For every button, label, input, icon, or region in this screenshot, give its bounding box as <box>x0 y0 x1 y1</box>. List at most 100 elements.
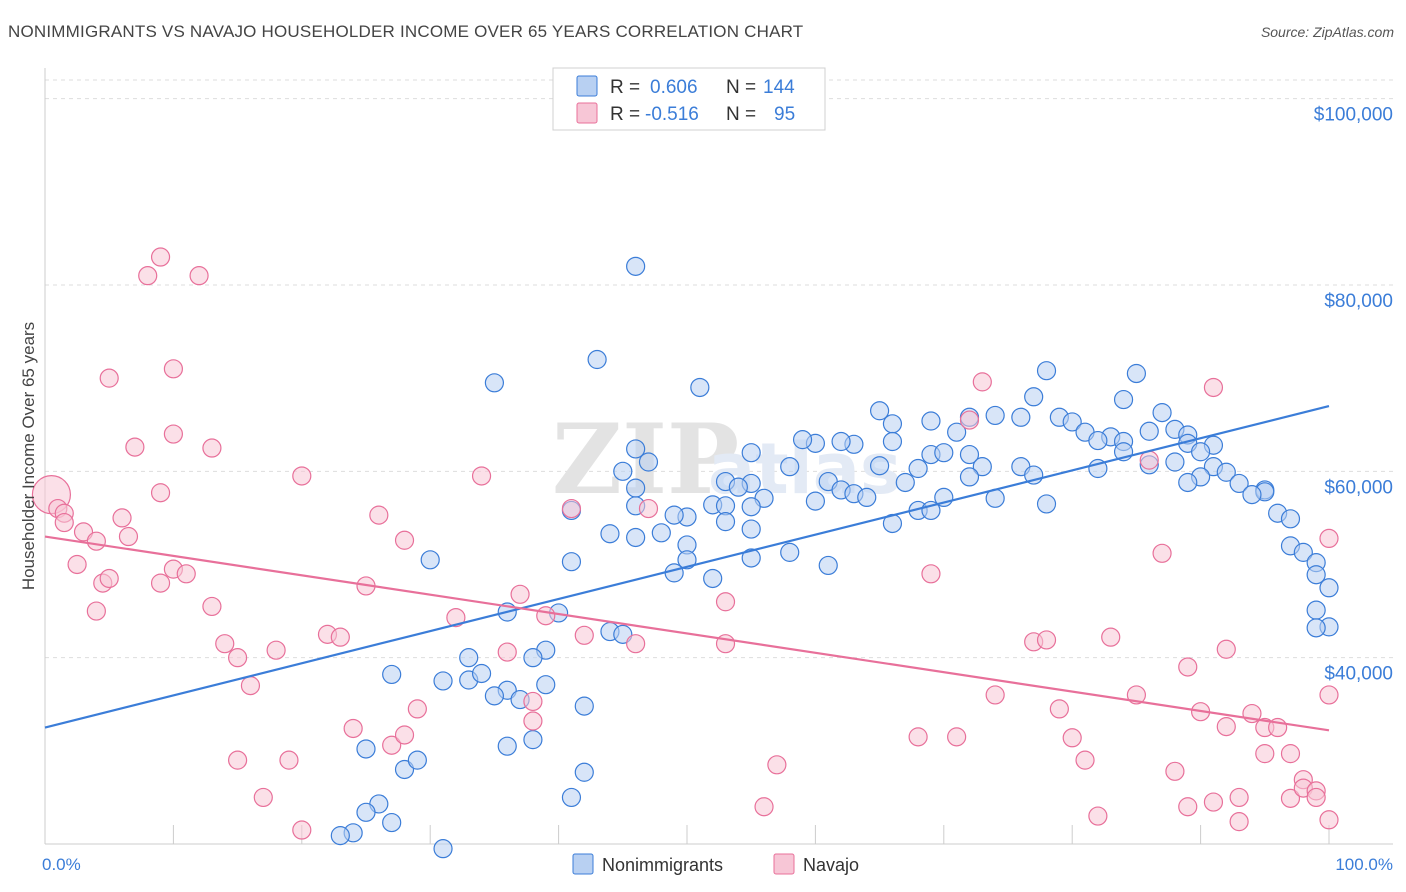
navajo-point <box>1036 630 1057 650</box>
navajo-point <box>138 266 158 286</box>
nonimmigrants-point <box>1036 494 1057 514</box>
nonimmigrants-point <box>921 411 941 431</box>
navajo-point <box>985 685 1005 705</box>
navajo-point <box>1126 685 1147 705</box>
navajo-point <box>73 522 94 542</box>
legend-r-label: R = <box>610 104 640 125</box>
y-tick-label: $80,000 <box>1324 291 1393 312</box>
nonimmigrants-point <box>394 759 415 780</box>
nonimmigrants-point <box>382 812 402 833</box>
series-legend: Nonimmigrants Navajo <box>572 853 859 875</box>
navajo-swatch <box>576 102 598 124</box>
navajo-point <box>150 247 171 267</box>
navajo-point <box>561 498 582 519</box>
nonimmigrants-point <box>947 422 967 442</box>
trend-lines <box>44 405 1330 732</box>
navajo-point <box>202 438 222 458</box>
y-axis-label: Householder Income Over 65 years <box>19 322 38 590</box>
nonimmigrants-point <box>561 787 582 808</box>
nonimmigrants-point <box>1126 363 1147 384</box>
nonimmigrants-point <box>433 671 453 691</box>
navajo-point <box>574 625 594 645</box>
navajo-point <box>163 359 183 379</box>
navajo-point <box>510 584 530 604</box>
nonimmigrants-point <box>959 467 980 487</box>
nonimmigrants-point <box>626 478 646 498</box>
navajo-points <box>31 247 1339 840</box>
navajo-point <box>292 820 312 840</box>
nonimmigrants-points <box>330 256 1339 859</box>
nonimmigrants-legend-swatch <box>572 853 594 875</box>
nonimmigrants-point <box>703 568 723 589</box>
nonimmigrants-point <box>1306 600 1326 620</box>
legend-r-label: R = <box>610 77 640 98</box>
navajo-point <box>189 266 209 286</box>
navajo-point <box>407 699 427 719</box>
navajo-point <box>86 531 106 551</box>
chart-title: NONIMMIGRANTS VS NAVAJO HOUSEHOLDER INCO… <box>8 22 804 41</box>
navajo-point <box>523 711 543 731</box>
nonimmigrants-point <box>908 458 928 479</box>
navajo-point <box>292 466 312 486</box>
nonimmigrants-point <box>574 696 594 716</box>
y-tick-label: $40,000 <box>1324 664 1393 685</box>
navajo-point <box>1165 761 1185 781</box>
navajo-point <box>1062 728 1082 748</box>
nonimmigrants-point <box>831 431 851 452</box>
navajo-point <box>1216 717 1236 737</box>
nonimmigrants-point <box>985 405 1005 426</box>
nonimmigrants-point <box>869 456 890 476</box>
nonimmigrants-point <box>1190 442 1211 462</box>
navajo-point <box>1319 528 1339 549</box>
navajo-point <box>1319 810 1339 830</box>
navajo-point <box>382 735 402 755</box>
nonimmigrants-point <box>613 461 633 481</box>
nonimmigrants-point <box>818 555 838 576</box>
nonimmigrants-point <box>1165 452 1185 472</box>
legend-n-label: N = <box>726 104 756 125</box>
nonimmigrants-point <box>857 487 877 508</box>
navajo-point <box>497 642 517 662</box>
navajo-legend-label: Navajo <box>803 855 859 875</box>
nonimmigrants-point <box>882 431 903 452</box>
navajo-point <box>279 750 299 770</box>
navajo-point <box>536 606 556 626</box>
navajo-point <box>150 483 171 503</box>
nonimmigrants-point <box>1062 412 1082 432</box>
navajo-point <box>1101 627 1121 647</box>
nonimmigrants-point <box>882 414 903 434</box>
navajo-point <box>715 592 736 612</box>
navajo-point <box>959 410 980 430</box>
navajo-point <box>369 505 389 525</box>
nonimmigrants-point <box>1280 509 1301 529</box>
navajo-point <box>1049 699 1069 719</box>
nonimmigrants-point <box>651 523 671 543</box>
nonimmigrants-point <box>741 548 761 568</box>
chart-source: Source: ZipAtlas.com <box>1260 24 1394 40</box>
navajo-point <box>266 640 286 660</box>
nonimmigrants-point <box>536 675 556 695</box>
navajo-point <box>1152 543 1172 563</box>
nonimmigrants-point <box>728 477 748 497</box>
navajo-point <box>471 466 492 486</box>
nonimmigrants-point <box>433 839 453 859</box>
nonimmigrants-point <box>1178 472 1198 493</box>
navajo-point <box>1306 787 1326 808</box>
navajo-point <box>754 797 774 817</box>
navajo-point <box>1178 657 1198 677</box>
navajo-point <box>330 627 350 647</box>
navajo-point <box>921 564 941 584</box>
nonimmigrants-point <box>407 750 427 770</box>
navajo-point <box>112 508 132 528</box>
navajo-point <box>176 564 196 584</box>
x-tick-label: 0.0% <box>42 855 81 874</box>
nonimmigrants-point <box>459 648 479 668</box>
nonimmigrants-point <box>1113 389 1134 410</box>
nonimmigrants-point <box>471 663 492 684</box>
navajo-point <box>1203 377 1224 398</box>
navajo-trend-line <box>44 535 1330 732</box>
navajo-point <box>99 368 119 388</box>
navajo-legend-swatch <box>773 853 795 875</box>
navajo-point <box>446 607 466 628</box>
navajo-point <box>394 725 415 745</box>
